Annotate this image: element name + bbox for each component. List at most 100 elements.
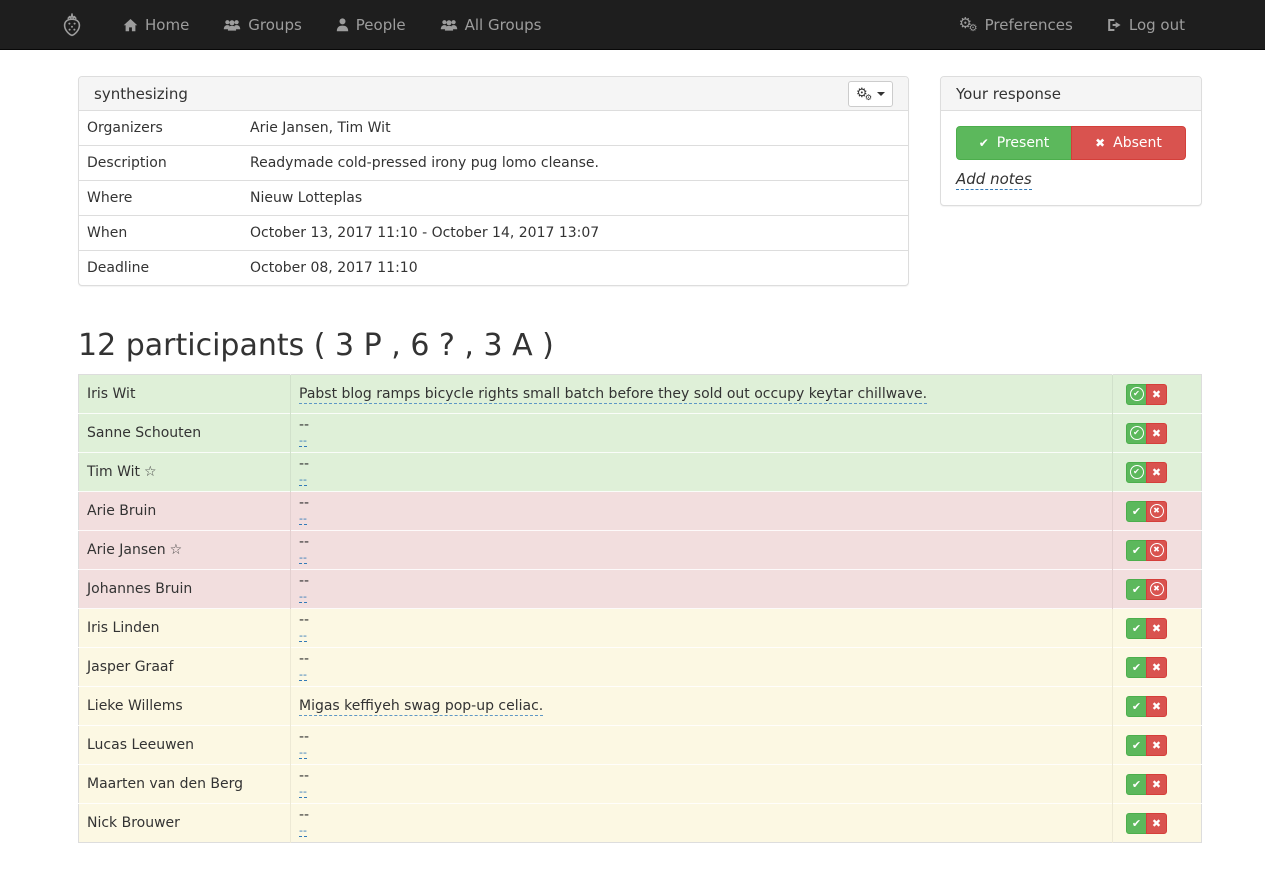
participant-note-placeholder: -- (299, 612, 310, 628)
participant-note-edit-link[interactable]: -- (299, 512, 307, 525)
participant-row: Maarten van den Berg -- -- ✔ ✔ ✖ ✖ (78, 764, 1202, 804)
participant-note-placeholder: -- (299, 729, 310, 745)
participant-name: Lieke Willems (87, 698, 183, 714)
absent-button[interactable]: ✖ Absent (1071, 126, 1186, 160)
x-icon: ✖ (1095, 136, 1106, 150)
add-notes-link[interactable]: Add notes (956, 170, 1032, 190)
participant-note-cell: -- -- (290, 764, 1113, 804)
mark-present-button[interactable]: ✔ ✔ (1126, 461, 1147, 483)
participant-note-edit-link[interactable]: -- (299, 434, 307, 447)
participant-note-edit-link[interactable]: -- (299, 824, 307, 837)
event-detail-row: When October 13, 2017 11:10 - October 14… (79, 215, 908, 251)
participant-note-link[interactable]: Migas keffiyeh swag pop-up celiac. (299, 698, 544, 716)
participant-note-edit-link[interactable]: -- (299, 746, 307, 759)
event-detail-label: Organizers (87, 120, 163, 136)
participant-name: Maarten van den Berg (87, 776, 244, 792)
participant-action-cell: ✔ ✔ ✖ ✖ (1112, 413, 1202, 453)
check-circle-icon: ✔ (1129, 387, 1144, 401)
check-icon: ✔ (1131, 504, 1142, 518)
nav-item-home[interactable]: Home (106, 0, 206, 50)
event-panel-heading: synthesizing ⚙ ⚙ (79, 77, 908, 111)
mark-absent-button[interactable]: ✖ ✖ (1146, 773, 1167, 795)
mark-absent-button[interactable]: ✖ ✖ (1146, 695, 1167, 717)
mark-present-button[interactable]: ✔ ✔ (1126, 500, 1147, 522)
participant-row: Lieke Willems Migas keffiyeh swag pop-up… (78, 686, 1202, 726)
participant-name-cell: Jasper Graaf (78, 647, 291, 687)
present-button[interactable]: ✔ Present (956, 126, 1072, 160)
participant-name-cell: Nick Brouwer (78, 803, 291, 843)
participant-note-placeholder: -- (299, 534, 310, 550)
nav-item-all-groups[interactable]: All Groups (423, 0, 559, 50)
check-icon: ✔ (1131, 582, 1142, 596)
participant-name: Sanne Schouten (87, 425, 202, 441)
participant-name: Iris Linden (87, 620, 160, 636)
nav-item-groups[interactable]: Groups (206, 0, 318, 50)
participant-note-edit-link[interactable]: -- (299, 785, 307, 798)
mark-present-button[interactable]: ✔ ✔ (1126, 656, 1147, 678)
participant-name-cell: Maarten van den Berg (78, 764, 291, 804)
participant-action-cell: ✔ ✔ ✖ ✖ (1112, 725, 1202, 765)
mark-absent-button[interactable]: ✖ ✖ (1146, 656, 1167, 678)
participant-action-cell: ✔ ✔ ✖ ✖ (1112, 647, 1202, 687)
event-details-body: Organizers Arie Jansen, Tim Wit Descript… (79, 111, 908, 285)
mark-present-button[interactable]: ✔ ✔ (1126, 695, 1147, 717)
participant-note-link[interactable]: Pabst blog ramps bicycle rights small ba… (299, 386, 928, 404)
mark-present-button[interactable]: ✔ ✔ (1126, 578, 1147, 600)
event-detail-value: October 13, 2017 11:10 - October 14, 201… (242, 215, 908, 251)
participant-note-empty: -- -- (299, 652, 1104, 682)
x-circle-icon: ✖ (1149, 504, 1164, 518)
participant-note-placeholder: -- (299, 768, 310, 784)
mark-absent-button[interactable]: ✖ ✖ (1146, 578, 1167, 600)
nav-item-logout[interactable]: Log out (1090, 0, 1202, 50)
participant-row: Nick Brouwer -- -- ✔ ✔ ✖ ✖ (78, 803, 1202, 843)
participant-note-edit-link[interactable]: -- (299, 473, 307, 486)
event-detail-value: Nieuw Lotteplas (242, 180, 908, 216)
mark-present-button[interactable]: ✔ ✔ (1126, 812, 1147, 834)
participant-name-cell: Arie Bruin (78, 491, 291, 531)
participant-name-cell: Lucas Leeuwen (78, 725, 291, 765)
mark-absent-button[interactable]: ✖ ✖ (1146, 617, 1167, 639)
participant-note-cell: Pabst blog ramps bicycle rights small ba… (290, 374, 1113, 414)
mark-absent-button[interactable]: ✖ ✖ (1146, 500, 1167, 522)
navbar-left: Home Groups People (106, 0, 558, 50)
mark-absent-button[interactable]: ✖ ✖ (1146, 734, 1167, 756)
mark-present-button[interactable]: ✔ ✔ (1126, 773, 1147, 795)
mark-absent-button[interactable]: ✖ ✖ (1146, 539, 1167, 561)
participant-note-cell: Migas keffiyeh swag pop-up celiac. (290, 686, 1113, 726)
nav-item-people[interactable]: People (319, 0, 423, 50)
check-icon: ✔ (978, 136, 989, 150)
participant-name-cell: Lieke Willems (78, 686, 291, 726)
mark-absent-button[interactable]: ✖ ✖ (1146, 422, 1167, 444)
mark-absent-button[interactable]: ✖ ✖ (1146, 383, 1167, 405)
brand-link[interactable] (60, 12, 84, 38)
check-icon: ✔ (1131, 660, 1142, 674)
participant-name: Tim Wit (87, 464, 141, 480)
participant-note-edit-link[interactable]: -- (299, 551, 307, 564)
mark-present-button[interactable]: ✔ ✔ (1126, 539, 1147, 561)
nav-item-preferences[interactable]: ⚙ ⚙ Preferences (942, 0, 1090, 50)
mark-present-button[interactable]: ✔ ✔ (1126, 422, 1147, 444)
navbar: Home Groups People (0, 0, 1265, 50)
participant-note-empty: -- -- (299, 535, 1104, 565)
mark-present-button[interactable]: ✔ ✔ (1126, 734, 1147, 756)
participant-note-edit-link[interactable]: -- (299, 668, 307, 681)
participant-action-cell: ✔ ✔ ✖ ✖ (1112, 530, 1202, 570)
participant-note-placeholder: -- (299, 495, 310, 511)
caret-down-icon (877, 92, 885, 96)
participant-row: Iris Linden -- -- ✔ ✔ ✖ ✖ (78, 608, 1202, 648)
participant-note-edit-link[interactable]: -- (299, 629, 307, 642)
participant-note-edit-link[interactable]: -- (299, 590, 307, 603)
participant-status-button-group: ✔ ✔ ✖ ✖ (1126, 617, 1167, 639)
participant-status-button-group: ✔ ✔ ✖ ✖ (1126, 461, 1167, 483)
mark-present-button[interactable]: ✔ ✔ (1126, 383, 1147, 405)
participant-name-cell: Johannes Bruin (78, 569, 291, 609)
event-actions-dropdown-button[interactable]: ⚙ ⚙ (848, 80, 893, 107)
mark-absent-button[interactable]: ✖ ✖ (1146, 812, 1167, 834)
mark-present-button[interactable]: ✔ ✔ (1126, 617, 1147, 639)
x-circle-icon: ✖ (1149, 582, 1164, 596)
absent-button-label: Absent (1113, 135, 1162, 151)
mark-absent-button[interactable]: ✖ ✖ (1146, 461, 1167, 483)
participant-name: Nick Brouwer (87, 815, 180, 831)
participant-note-cell: -- -- (290, 725, 1113, 765)
nav-item-label: People (355, 15, 406, 34)
